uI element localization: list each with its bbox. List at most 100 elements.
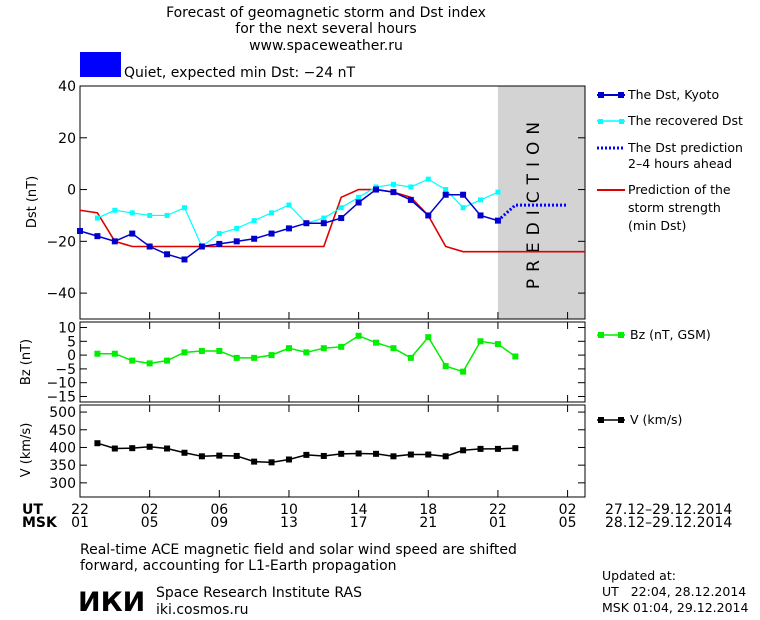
y-tick-label: 0 [67,183,76,199]
dst-recovered-point [269,210,275,216]
y-tick-label: 300 [49,476,76,492]
dst-recovered-point [356,194,362,200]
dst-recovered-line [97,178,499,248]
dst-kyoto-line [79,188,499,261]
legend-dst-recovered-marker [598,119,603,124]
dst-kyoto-point [216,240,223,247]
speed-point [477,445,484,452]
msk-tick-label: 13 [280,515,298,531]
dst-recovered-point [286,202,292,208]
dst-kyoto-point [111,238,118,245]
bz-point [146,360,153,367]
speed-point [373,450,380,457]
legend-dst-recovered-label: The recovered Dst [627,113,743,128]
dst-prediction-line [496,203,568,222]
chart-title-line2: for the next several hours [235,21,416,37]
speed-point [320,452,327,459]
speed-point [303,451,310,458]
speed-point [233,452,240,459]
speed-point [251,458,258,465]
msk-tick-label: 05 [559,515,577,531]
legend-speed-marker [618,417,624,423]
bz-y-axis-label: Bz (nT) [19,339,34,385]
dst-recovered-point [147,212,153,218]
speed-frame [79,404,586,498]
msk-tick-label: 09 [210,515,228,531]
storm-prediction-line [79,188,585,253]
dst-kyoto-point [320,220,327,227]
bz-point [338,343,345,350]
msk-tick-label: 17 [350,515,368,531]
legend-dst-prediction-label: The Dst prediction 2–4 hours ahead [627,140,743,171]
bz-point [303,349,310,356]
msk-date-range: 28.12–29.12.2014 [605,515,732,531]
dst-recovered-point [112,207,118,213]
dst-recovered-point [234,225,240,231]
legend-speed-label: V (km/s) [630,412,682,427]
bz-point [320,345,327,352]
dst-recovered-point [216,231,222,237]
dst-kyoto-point [146,243,153,250]
speed-point [198,453,205,460]
y-tick-label: 350 [49,458,76,474]
speed-point [512,445,519,452]
dst-kyoto-point [355,199,362,206]
ut-tick-label: 10 [280,502,298,518]
y-tick-label: −40 [46,286,76,302]
legend-bz-marker [618,332,624,338]
bz-point [477,338,484,345]
dst-kyoto-point [233,238,240,245]
legend-dst-kyoto: The Dst, Kyoto [597,87,719,102]
speed-point [442,453,449,460]
y-tick-label: 400 [49,440,76,456]
bz-point [268,352,275,359]
y-tick-label: 450 [49,423,76,439]
legend-dst-prediction: The Dst prediction 2–4 hours ahead [597,140,743,171]
bz-frame [79,321,586,403]
bz-point [373,339,380,346]
speed-point [425,451,432,458]
website-link[interactable]: www.spaceweather.ru [249,38,403,54]
ut-tick-label: 18 [419,502,437,518]
dst-kyoto-point [181,256,188,263]
speed-point [338,450,345,457]
speed-point [94,440,101,447]
y-tick-label: −10 [46,376,76,392]
speed-marks [94,440,519,466]
legend-bz-label: Bz (nT, GSM) [630,327,711,342]
y-tick-label: 20 [58,131,76,147]
dst-recovered-point [425,176,431,182]
speed-point [181,449,188,456]
bz-point [164,357,171,364]
legend-dst-recovered-marker [619,119,624,124]
dst-kyoto-point [164,251,171,258]
speed-y-axis-label: V (km/s) [19,423,34,478]
bz-point [94,350,101,357]
dst-kyoto-point [460,191,467,198]
institute-name: Space Research Institute RAS [156,585,362,601]
updated-ut: UT 22:04, 28.12.2014 [602,584,746,599]
dst-recovered-point [408,184,414,190]
bz-point [355,332,362,339]
legend-dst-kyoto-marker [618,92,624,98]
dst-recovered-point [181,205,187,211]
y-tick-label: −15 [46,389,76,405]
dst-kyoto-point [338,215,345,222]
dst-kyoto-point [390,189,397,196]
legend-bz: Bz (nT, GSM) [597,327,711,342]
dst-frame [79,85,586,320]
dst-kyoto-point [477,212,484,219]
institute-url[interactable]: iki.cosmos.ru [156,602,248,618]
legend-speed: V (km/s) [597,412,682,427]
dst-recovered-point [338,205,344,211]
dst-kyoto-point [129,230,136,237]
speed-point [494,445,501,452]
chart-title-line1: Forecast of geomagnetic storm and Dst in… [166,5,486,21]
speed-point [268,459,275,466]
legend-speed-marker [598,417,604,423]
speed-point [460,447,467,454]
bz-point [442,363,449,370]
dst-recovered-point [478,197,484,203]
